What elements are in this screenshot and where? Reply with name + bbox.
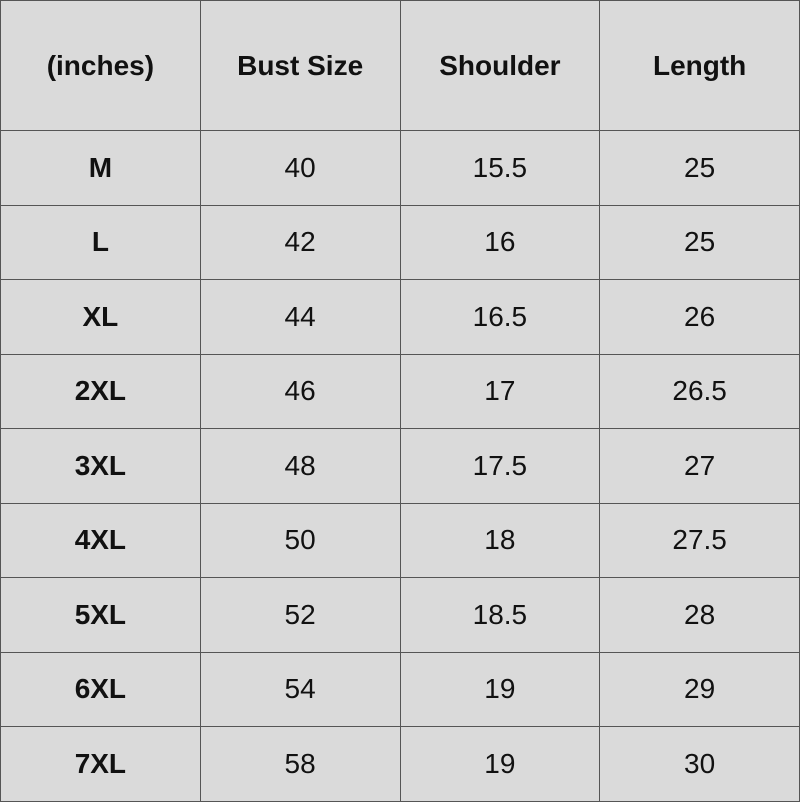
- cell-bust-size: 40: [199, 130, 401, 206]
- cell-shoulder: 17.5: [399, 428, 601, 504]
- cell-length: 29: [599, 651, 800, 727]
- cell-length: 25: [599, 130, 800, 206]
- header-length: Length: [599, 0, 800, 131]
- cell-bust-size: 46: [199, 353, 401, 429]
- cell-bust-size: 52: [199, 577, 401, 653]
- cell-size: 6XL: [0, 651, 201, 727]
- table-row: 4XL 50 18 27.5: [0, 502, 800, 578]
- cell-bust-size: 50: [199, 502, 401, 578]
- cell-size: 2XL: [0, 353, 201, 429]
- cell-bust-size: 58: [199, 726, 401, 802]
- table-row: 5XL 52 18.5 28: [0, 577, 800, 653]
- cell-size: 3XL: [0, 428, 201, 504]
- cell-bust-size: 44: [199, 279, 401, 355]
- cell-length: 28: [599, 577, 800, 653]
- table-row: 7XL 58 19 30: [0, 726, 800, 802]
- table-row: L 42 16 25: [0, 204, 800, 280]
- cell-length: 30: [599, 726, 800, 802]
- cell-length: 25: [599, 204, 800, 280]
- cell-size: L: [0, 204, 201, 280]
- header-bust-size: Bust Size: [199, 0, 401, 131]
- cell-size: XL: [0, 279, 201, 355]
- cell-size: M: [0, 130, 201, 206]
- cell-length: 26.5: [599, 353, 800, 429]
- cell-shoulder: 16.5: [399, 279, 601, 355]
- cell-bust-size: 54: [199, 651, 401, 727]
- cell-length: 27: [599, 428, 800, 504]
- header-row: (inches) Bust Size Shoulder Length: [0, 0, 800, 131]
- header-unit: (inches): [0, 0, 201, 131]
- table-row: M 40 15.5 25: [0, 130, 800, 206]
- table-row: 3XL 48 17.5 27: [0, 428, 800, 504]
- cell-shoulder: 15.5: [399, 130, 601, 206]
- cell-size: 5XL: [0, 577, 201, 653]
- header-shoulder: Shoulder: [399, 0, 601, 131]
- cell-bust-size: 42: [199, 204, 401, 280]
- table-row: XL 44 16.5 26: [0, 279, 800, 355]
- cell-shoulder: 18.5: [399, 577, 601, 653]
- table-row: 6XL 54 19 29: [0, 651, 800, 727]
- cell-shoulder: 19: [399, 651, 601, 727]
- cell-shoulder: 19: [399, 726, 601, 802]
- cell-size: 4XL: [0, 502, 201, 578]
- cell-length: 27.5: [599, 502, 800, 578]
- cell-length: 26: [599, 279, 800, 355]
- cell-bust-size: 48: [199, 428, 401, 504]
- cell-shoulder: 17: [399, 353, 601, 429]
- cell-shoulder: 18: [399, 502, 601, 578]
- cell-size: 7XL: [0, 726, 201, 802]
- table-row: 2XL 46 17 26.5: [0, 353, 800, 429]
- cell-shoulder: 16: [399, 204, 601, 280]
